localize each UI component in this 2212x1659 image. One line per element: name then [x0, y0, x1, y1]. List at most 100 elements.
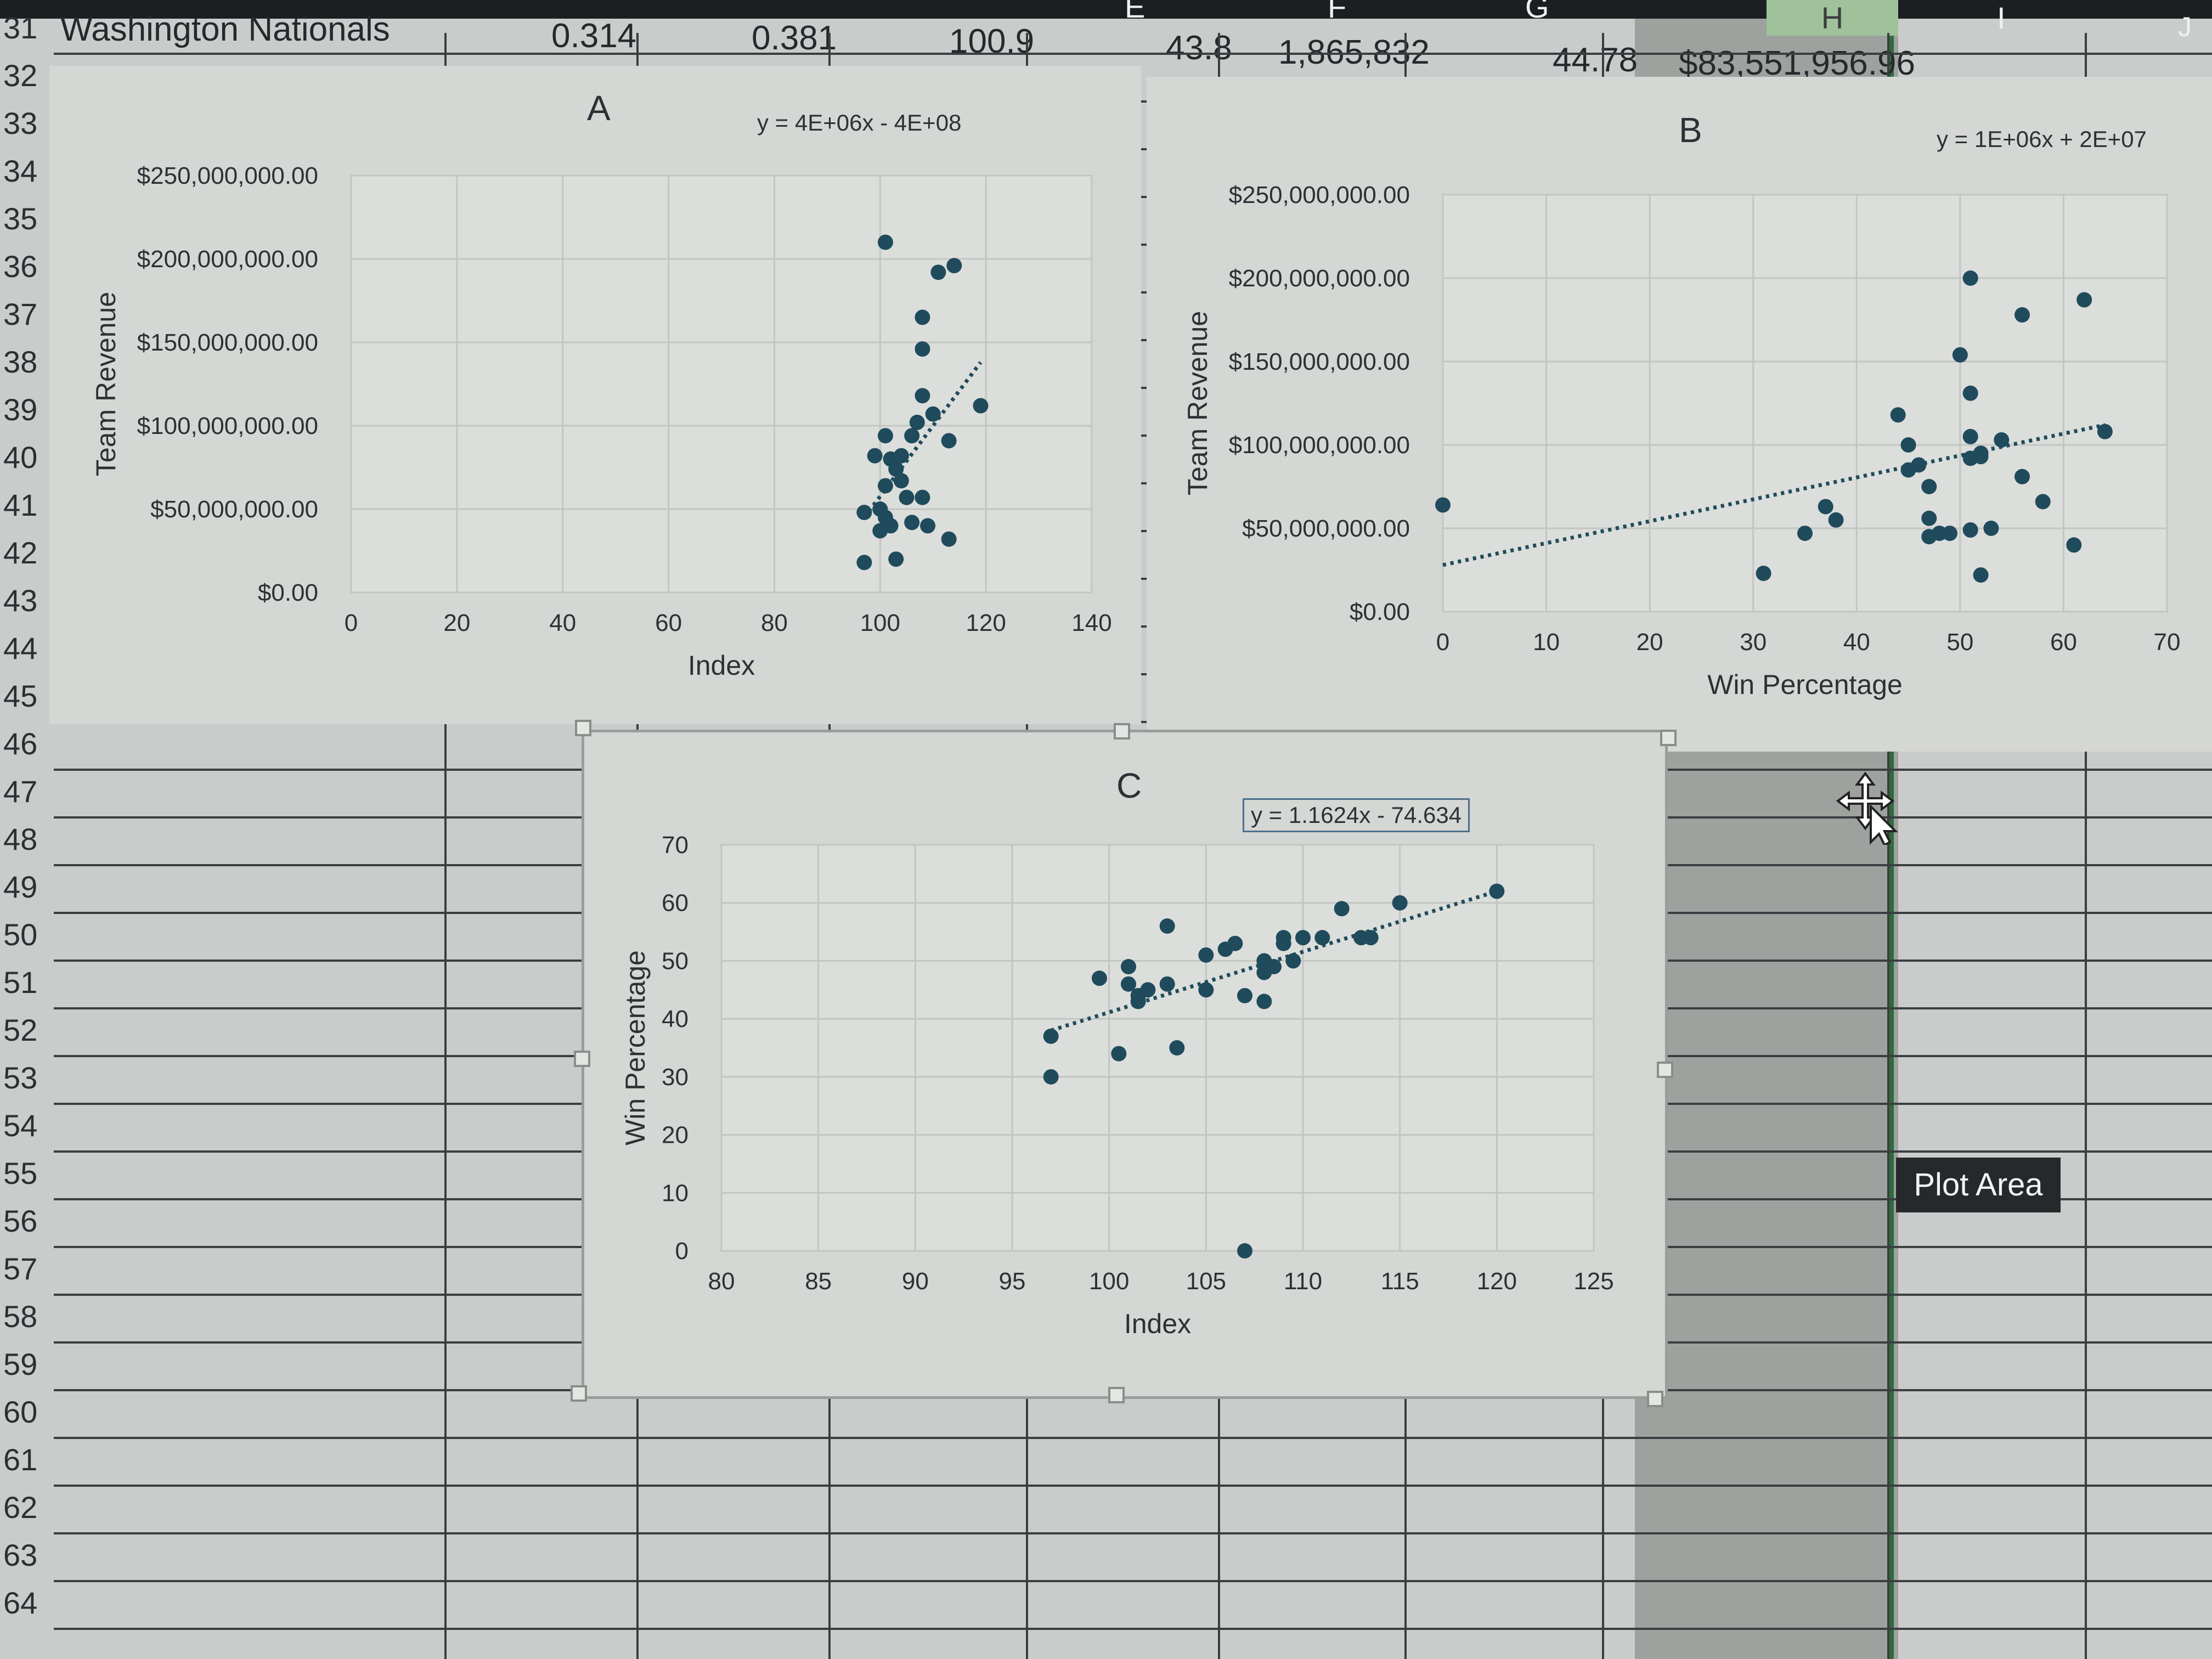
- chart-c-trendline-equation[interactable]: y = 1.1624x - 74.634: [1243, 798, 1470, 832]
- row-number[interactable]: 40: [3, 440, 38, 475]
- column-gridline: [1887, 33, 1889, 1659]
- resize-handle-top-right[interactable]: [1660, 730, 1677, 746]
- y-tick-label: $0.00: [1350, 599, 1410, 625]
- resize-handle-bottom-right[interactable]: [1647, 1391, 1663, 1407]
- data-point: [1227, 935, 1243, 951]
- row-number[interactable]: 39: [3, 392, 38, 427]
- row-number[interactable]: 62: [3, 1490, 38, 1525]
- column-header-g[interactable]: G: [1525, 0, 1549, 24]
- chart-b[interactable]: B y = 1E+06x + 2E+07 0 10 20 30 40 50 60 70 $0.0…: [1147, 77, 2212, 752]
- row-number[interactable]: 31: [3, 10, 38, 45]
- data-point: [1111, 1046, 1127, 1062]
- data-point: [1890, 407, 1906, 423]
- resize-handle-bottom-left[interactable]: [571, 1385, 587, 1402]
- chart-a[interactable]: A y = 4E+06x - 4E+08 0 20 40 60 80 100 120 140 $…: [49, 66, 1141, 724]
- row-number[interactable]: 38: [3, 345, 38, 379]
- y-tick-label: 30: [662, 1064, 689, 1091]
- row-number[interactable]: 41: [3, 488, 38, 522]
- data-point: [867, 448, 883, 464]
- column-header-i[interactable]: I: [1997, 1, 2006, 35]
- data-point: [1334, 901, 1350, 917]
- data-point: [946, 258, 962, 274]
- x-tick-label: 95: [999, 1268, 1026, 1295]
- x-tick-label: 80: [761, 610, 788, 636]
- data-point: [1198, 982, 1214, 998]
- row-number[interactable]: 51: [3, 965, 38, 1000]
- row-number[interactable]: 46: [3, 726, 38, 761]
- row-number[interactable]: 33: [3, 106, 38, 140]
- chart-b-plot[interactable]: 0 10 20 30 40 50 60 70 $0.00 $50,000,000.00 $100,0…: [1147, 77, 2212, 752]
- row-number[interactable]: 45: [3, 679, 38, 713]
- data-point: [1237, 988, 1252, 1003]
- column-header-e[interactable]: E: [1125, 0, 1146, 24]
- y-axis-label: Win Percentage: [620, 950, 651, 1146]
- cell-d31[interactable]: 100.9: [949, 22, 1035, 60]
- data-point: [1952, 347, 1968, 363]
- x-tick-label: 30: [1740, 629, 1767, 656]
- cell-e31[interactable]: 43.8: [1166, 29, 1232, 67]
- row-number[interactable]: 44: [3, 631, 38, 665]
- row-number[interactable]: 50: [3, 917, 38, 952]
- data-point: [1756, 566, 1771, 582]
- data-point: [877, 428, 893, 444]
- row-number[interactable]: 61: [3, 1442, 38, 1477]
- cell-f31[interactable]: 1,865,832: [1278, 33, 1430, 71]
- row-number[interactable]: 52: [3, 1013, 38, 1047]
- row-number[interactable]: 58: [3, 1299, 38, 1334]
- row-number[interactable]: 59: [3, 1347, 38, 1381]
- resize-handle-top-left[interactable]: [575, 720, 591, 736]
- data-point: [1237, 1243, 1252, 1259]
- cell-g31[interactable]: 44.78: [1553, 41, 1638, 79]
- column-header-h[interactable]: H: [1767, 0, 1898, 36]
- row-number[interactable]: 57: [3, 1251, 38, 1286]
- row-number[interactable]: 34: [3, 154, 38, 188]
- row-number[interactable]: 60: [3, 1395, 38, 1429]
- column-header-j[interactable]: J: [2178, 12, 2192, 42]
- chart-c[interactable]: C y = 1.1624x - 74.634 80 85 90 95 100 105 110…: [582, 730, 1668, 1399]
- cell-h31[interactable]: $83,551,956.96: [1679, 44, 1915, 82]
- resize-handle-left[interactable]: [574, 1051, 590, 1067]
- cell-team-name[interactable]: Washington Nationals: [60, 10, 390, 48]
- y-tick-label: $250,000,000.00: [137, 162, 318, 189]
- x-tick-label: 60: [655, 610, 682, 636]
- y-axis-label: Team Revenue: [91, 292, 121, 476]
- data-point: [1962, 270, 1978, 286]
- data-point: [1159, 918, 1175, 934]
- data-point: [941, 433, 957, 449]
- cell-c31[interactable]: 0.381: [752, 19, 837, 57]
- chart-c-plot[interactable]: 80 85 90 95 100 105 110 115 120 125 0 10 20 30 40 50 60 7…: [584, 732, 1665, 1396]
- x-tick-label: 115: [1381, 1268, 1419, 1295]
- data-point: [1276, 935, 1291, 951]
- row-number[interactable]: 56: [3, 1204, 38, 1238]
- row-number[interactable]: 32: [3, 58, 38, 93]
- chart-b-trendline-equation[interactable]: y = 1E+06x + 2E+07: [1937, 126, 2147, 152]
- row-number[interactable]: 63: [3, 1538, 38, 1572]
- y-tick-label: $50,000,000.00: [150, 496, 318, 523]
- resize-handle-top[interactable]: [1114, 723, 1130, 740]
- data-point: [1921, 479, 1937, 494]
- y-tick-label: $150,000,000.00: [137, 329, 318, 356]
- row-number[interactable]: 42: [3, 535, 38, 570]
- row-number[interactable]: 64: [3, 1585, 38, 1620]
- column-header-f[interactable]: F: [1328, 0, 1347, 24]
- row-number[interactable]: 43: [3, 583, 38, 618]
- row-number[interactable]: 37: [3, 297, 38, 331]
- chart-a-plot[interactable]: 0 20 40 60 80 100 120 140 $0.00 $50,000,000.00 $10…: [49, 66, 1141, 724]
- resize-handle-bottom[interactable]: [1108, 1387, 1125, 1403]
- row-number[interactable]: 47: [3, 774, 38, 809]
- cell-b31[interactable]: 0.314: [551, 17, 637, 55]
- chart-a-trendline-equation[interactable]: y = 4E+06x - 4E+08: [757, 110, 962, 136]
- row-number[interactable]: 36: [3, 249, 38, 284]
- data-point: [2035, 494, 2051, 510]
- row-number[interactable]: 55: [3, 1156, 38, 1190]
- y-tick-label: 70: [662, 832, 689, 859]
- row-number[interactable]: 48: [3, 822, 38, 856]
- row-number[interactable]: 35: [3, 201, 38, 236]
- x-tick-label: 100: [1089, 1268, 1129, 1295]
- row-number[interactable]: 54: [3, 1108, 38, 1143]
- data-point: [1942, 526, 1957, 541]
- row-number[interactable]: 49: [3, 870, 38, 904]
- column-gridline: [444, 33, 447, 1659]
- resize-handle-right[interactable]: [1657, 1062, 1673, 1078]
- row-number[interactable]: 53: [3, 1060, 38, 1095]
